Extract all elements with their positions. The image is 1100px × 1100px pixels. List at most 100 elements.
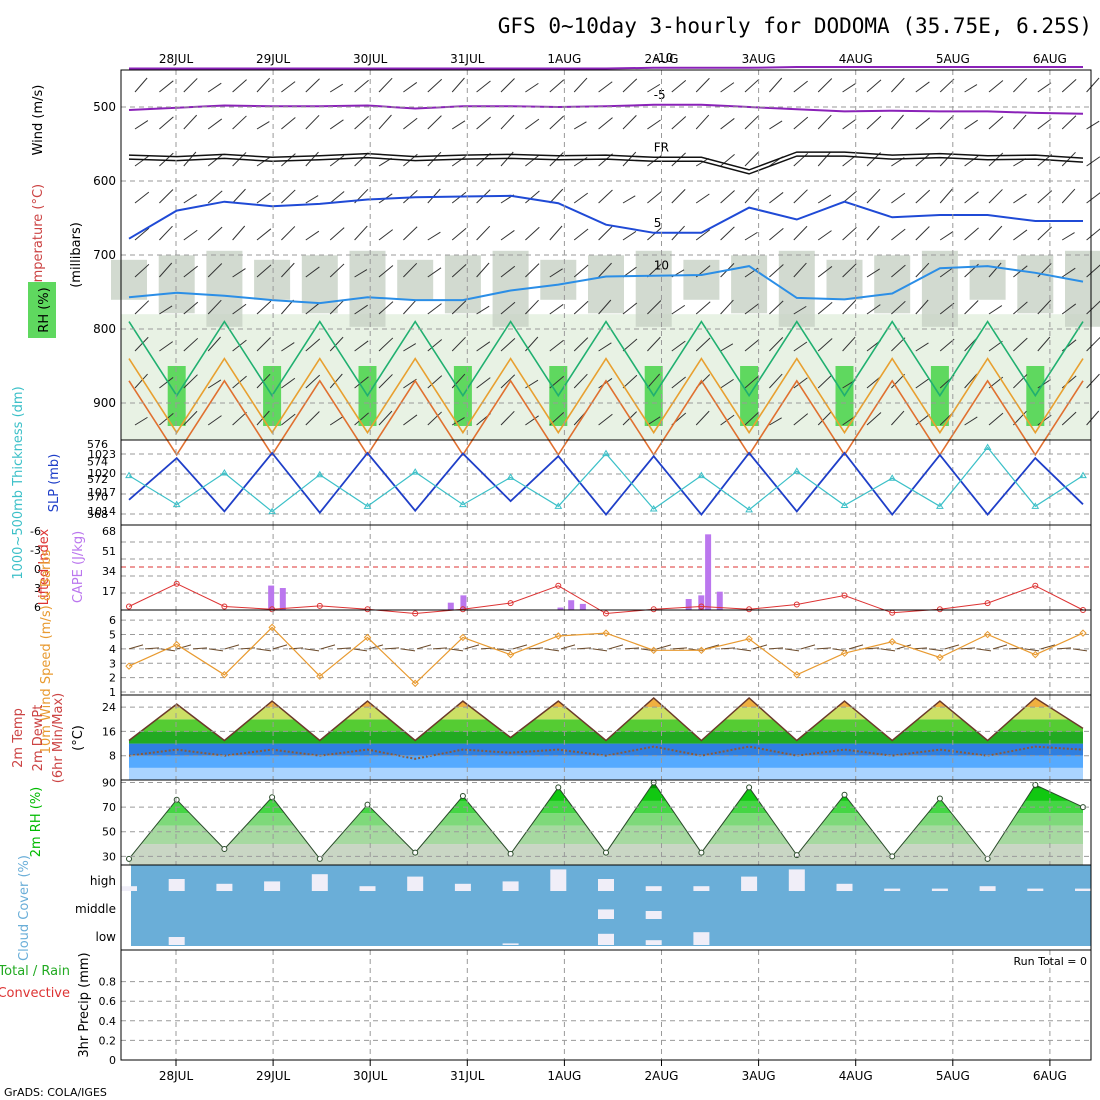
wind-barb [573, 121, 587, 130]
thickness-marker [983, 443, 992, 451]
wind-barb [281, 117, 296, 130]
wind-barb [525, 379, 539, 389]
wind-barb [793, 225, 808, 241]
top-date-axis: 28JUL 29JUL 30JUL 31JUL 1AUG 2AUG 3AUG 4AUG 5AUG… [159, 52, 1067, 66]
wind-barb [744, 339, 760, 352]
wind-barb [427, 375, 443, 389]
cape-bar [716, 591, 723, 610]
lifted-index-marker [936, 606, 943, 613]
wind-barb [647, 373, 661, 389]
wind-barb [329, 155, 345, 167]
wind-barb [671, 304, 686, 315]
wind-barb [866, 188, 881, 204]
wind-barb [964, 84, 978, 93]
wind-barb [793, 377, 808, 389]
wind-barb [891, 77, 905, 93]
wind-barb [281, 377, 296, 389]
wind-barb [744, 151, 759, 167]
wind-speed-marker [936, 653, 944, 662]
wind-barb [378, 114, 392, 130]
lifted-index-marker [1032, 582, 1039, 589]
wind-barb [378, 374, 393, 389]
wind-barb-10m [528, 647, 544, 650]
thickness-marker [1079, 471, 1087, 479]
wind-barb [427, 411, 442, 426]
ua-ytick: 700 [93, 248, 116, 262]
wind-barb [500, 410, 515, 426]
lifted-index-marker [269, 606, 276, 613]
cape-bar [447, 602, 454, 610]
cloud-ylabel: Cloud Cover (%) [17, 855, 32, 961]
rh-ytick: 70 [102, 801, 116, 814]
wind-barb [1013, 337, 1028, 352]
wind-barb [134, 120, 149, 130]
wind-barb [403, 117, 418, 130]
wind-barb-10m [496, 648, 512, 652]
wind-barb-10m [176, 644, 192, 650]
wind-barb [671, 116, 687, 130]
wind-barb [1086, 228, 1100, 241]
wind-barb [988, 340, 1003, 352]
thickness-marker [602, 449, 610, 457]
wind-barb [549, 225, 563, 241]
wind-barb [915, 81, 930, 93]
wind-barb-10m [736, 648, 752, 652]
wind-barb-10m [640, 648, 656, 652]
wind-barb-10m [976, 648, 992, 652]
wind-barb [817, 230, 832, 241]
wind-barb [134, 263, 150, 278]
wind-barb [329, 336, 344, 352]
bottom-date-label: 29JUL [256, 1069, 291, 1083]
warm-isotherm [128, 379, 1084, 457]
isotherm-t_minus5 [128, 103, 1084, 115]
cape-bar [705, 534, 712, 610]
ua-ytick: 900 [93, 396, 116, 410]
wind-barb [500, 78, 515, 93]
cloud-bar-low [168, 937, 185, 945]
wind-barb [549, 188, 564, 204]
wind-barb [207, 415, 222, 426]
cloud-bar-high [454, 883, 471, 891]
cloud-bar-high [741, 876, 758, 891]
temp-line [128, 696, 1084, 742]
chart-title: GFS 0~10day 3-hourly for DODOMA (35.75E,… [498, 14, 1092, 38]
wind-barb [817, 302, 833, 315]
wind-barb [207, 190, 223, 204]
wind-barb [305, 266, 320, 278]
top-date-label: 5AUG [936, 52, 970, 66]
wind-barb [427, 303, 442, 315]
lifted-index-marker [173, 580, 180, 587]
thickness-marker [268, 507, 276, 515]
wind-barb [1061, 267, 1076, 278]
thickness-marker [459, 500, 467, 508]
slp-line [128, 451, 1084, 517]
wind-barb [281, 299, 294, 315]
cloud-bar-high [1075, 888, 1091, 891]
bottom-date-label: 3AUG [742, 1069, 776, 1083]
wind-barb [793, 116, 809, 130]
lifted-index-marker [650, 606, 657, 613]
wind-barb [1086, 373, 1100, 389]
wind-barb-10m [256, 648, 272, 652]
wind-barb [232, 225, 246, 241]
precip-ytick: 0.4 [99, 1015, 117, 1028]
wind-barb [451, 191, 467, 204]
rh-shade-blob [731, 255, 768, 314]
wind-barb [744, 411, 760, 426]
wind-speed-marker [840, 649, 849, 657]
wind-barb [720, 154, 735, 167]
wind-barb [476, 341, 491, 352]
temp-band [129, 719, 1083, 732]
temp-ylabel-units: (°C) [71, 725, 86, 751]
wind-barb [622, 230, 637, 241]
wind-barb [817, 151, 831, 167]
top-date-label: 28JUL [159, 52, 194, 66]
wind-barb [256, 77, 271, 93]
cloud-bar-high [788, 869, 805, 891]
wind-barb-10m [720, 647, 736, 650]
rh-marker [1032, 781, 1039, 788]
cloud-bar-high [884, 888, 901, 891]
wind-speed-marker [888, 638, 896, 646]
cloud-bar-low [598, 933, 614, 945]
run-total-label: Run Total = 0 [1014, 955, 1088, 968]
